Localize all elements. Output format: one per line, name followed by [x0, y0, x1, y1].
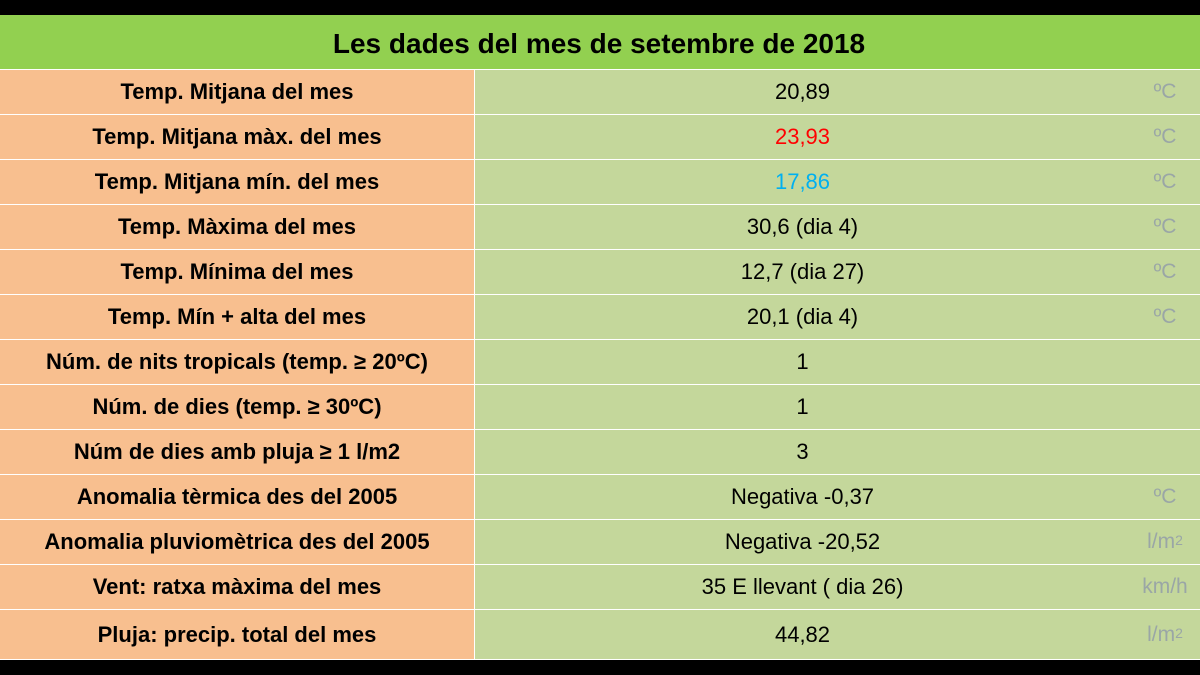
- row-label: Temp. Mitjana màx. del mes: [0, 115, 475, 160]
- page-title: Les dades del mes de setembre de 2018: [332, 28, 866, 59]
- row-value-cell: 1: [475, 385, 1200, 430]
- row-value-cell: 17,86 ºC: [475, 160, 1200, 205]
- row-value-cell: 44,82 l/m 2: [475, 610, 1200, 660]
- row-value-cell: 20,89 ºC: [475, 70, 1200, 115]
- row-value-cell: Negativa -0,37 ºC: [475, 475, 1200, 520]
- row-value: 20,1 (dia 4): [746, 304, 859, 329]
- row-unit-text: ºC: [1153, 125, 1177, 148]
- table-row: Núm. de nits tropicals (temp. ≥ 20ºC) 1: [0, 340, 1200, 385]
- row-value-cell: 20,1 (dia 4) ºC: [475, 295, 1200, 340]
- row-value: 3: [796, 439, 809, 464]
- row-value-cell: 23,93 ºC: [475, 115, 1200, 160]
- row-unit-text: ºC: [1153, 260, 1177, 283]
- row-unit: [1130, 385, 1200, 429]
- row-value-cell: 30,6 (dia 4) ºC: [475, 205, 1200, 250]
- row-label: Núm. de dies (temp. ≥ 30ºC): [0, 385, 475, 430]
- row-label: Núm de dies amb pluja ≥ 1 l/m2: [0, 430, 475, 475]
- row-unit-superscript: 2: [1175, 532, 1183, 548]
- table-row: Vent: ratxa màxima del mes 35 E llevant (…: [0, 565, 1200, 610]
- row-unit: km/h: [1130, 565, 1200, 609]
- table-row: Temp. Mitjana mín. del mes 17,86 ºC: [0, 160, 1200, 205]
- row-unit-text: ºC: [1153, 80, 1177, 103]
- row-unit: [1130, 340, 1200, 384]
- row-label: Temp. Mín + alta del mes: [0, 295, 475, 340]
- row-unit: ºC: [1130, 475, 1200, 519]
- row-value-cell: 12,7 (dia 27) ºC: [475, 250, 1200, 295]
- row-label: Anomalia tèrmica des del 2005: [0, 475, 475, 520]
- row-unit: ºC: [1130, 115, 1200, 159]
- row-value: 20,89: [774, 79, 831, 104]
- table-row: Temp. Mínima del mes 12,7 (dia 27) ºC: [0, 250, 1200, 295]
- row-value: 35 E llevant ( dia 26): [701, 574, 904, 599]
- table-row: Temp. Mitjana del mes 20,89 ºC: [0, 70, 1200, 115]
- row-unit: ºC: [1130, 205, 1200, 249]
- row-value: Negativa -0,37: [730, 484, 875, 509]
- row-label: Vent: ratxa màxima del mes: [0, 565, 475, 610]
- row-unit: ºC: [1130, 70, 1200, 114]
- table-row: Temp. Mitjana màx. del mes 23,93 ºC: [0, 115, 1200, 160]
- row-value: 23,93: [774, 124, 831, 149]
- table-row: Anomalia pluviomètrica des del 2005 Negat…: [0, 520, 1200, 565]
- row-unit-text: ºC: [1153, 305, 1177, 328]
- row-unit: l/m 2: [1130, 520, 1200, 564]
- row-value-cell: 35 E llevant ( dia 26) km/h: [475, 565, 1200, 610]
- row-unit-text: ºC: [1153, 215, 1177, 238]
- row-unit-text: ºC: [1153, 170, 1177, 193]
- row-label: Anomalia pluviomètrica des del 2005: [0, 520, 475, 565]
- row-value: 1: [796, 394, 809, 419]
- row-label: Temp. Màxima del mes: [0, 205, 475, 250]
- row-value: 12,7 (dia 27): [740, 259, 865, 284]
- row-label: Pluja: precip. total del mes: [0, 610, 475, 660]
- row-value: 44,82: [774, 621, 831, 647]
- table-row: Anomalia tèrmica des del 2005 Negativa -0…: [0, 475, 1200, 520]
- row-value: 1: [796, 349, 809, 374]
- row-unit-text: l/m: [1147, 622, 1176, 646]
- row-unit: ºC: [1130, 295, 1200, 339]
- row-label: Núm. de nits tropicals (temp. ≥ 20ºC): [0, 340, 475, 385]
- row-unit-superscript: 2: [1175, 624, 1183, 641]
- row-label: Temp. Mínima del mes: [0, 250, 475, 295]
- row-value: Negativa -20,52: [724, 529, 881, 554]
- table-row: Pluja: precip. total del mes 44,82 l/m 2: [0, 610, 1200, 660]
- weather-summary-frame: Les dades del mes de setembre de 2018 Te…: [0, 15, 1200, 660]
- row-unit: [1130, 430, 1200, 474]
- row-value-cell: Negativa -20,52 l/m 2: [475, 520, 1200, 565]
- title-bar: Les dades del mes de setembre de 2018: [0, 15, 1200, 70]
- row-unit-text: km/h: [1142, 575, 1188, 598]
- table-row: Núm de dies amb pluja ≥ 1 l/m2 3: [0, 430, 1200, 475]
- row-label: Temp. Mitjana mín. del mes: [0, 160, 475, 205]
- table-row: Temp. Mín + alta del mes 20,1 (dia 4) ºC: [0, 295, 1200, 340]
- row-unit: ºC: [1130, 160, 1200, 204]
- row-label: Temp. Mitjana del mes: [0, 70, 475, 115]
- row-unit: ºC: [1130, 250, 1200, 294]
- row-unit-text: ºC: [1153, 485, 1177, 508]
- row-value: 30,6 (dia 4): [746, 214, 859, 239]
- row-unit-text: l/m: [1147, 530, 1176, 553]
- row-value-cell: 1: [475, 340, 1200, 385]
- table-row: Temp. Màxima del mes 30,6 (dia 4) ºC: [0, 205, 1200, 250]
- row-value: 17,86: [774, 169, 831, 194]
- row-unit: l/m 2: [1130, 610, 1200, 659]
- monthly-data-table: Temp. Mitjana del mes 20,89 ºC Temp. Mitjan…: [0, 70, 1200, 660]
- table-row: Núm. de dies (temp. ≥ 30ºC) 1: [0, 385, 1200, 430]
- row-value-cell: 3: [475, 430, 1200, 475]
